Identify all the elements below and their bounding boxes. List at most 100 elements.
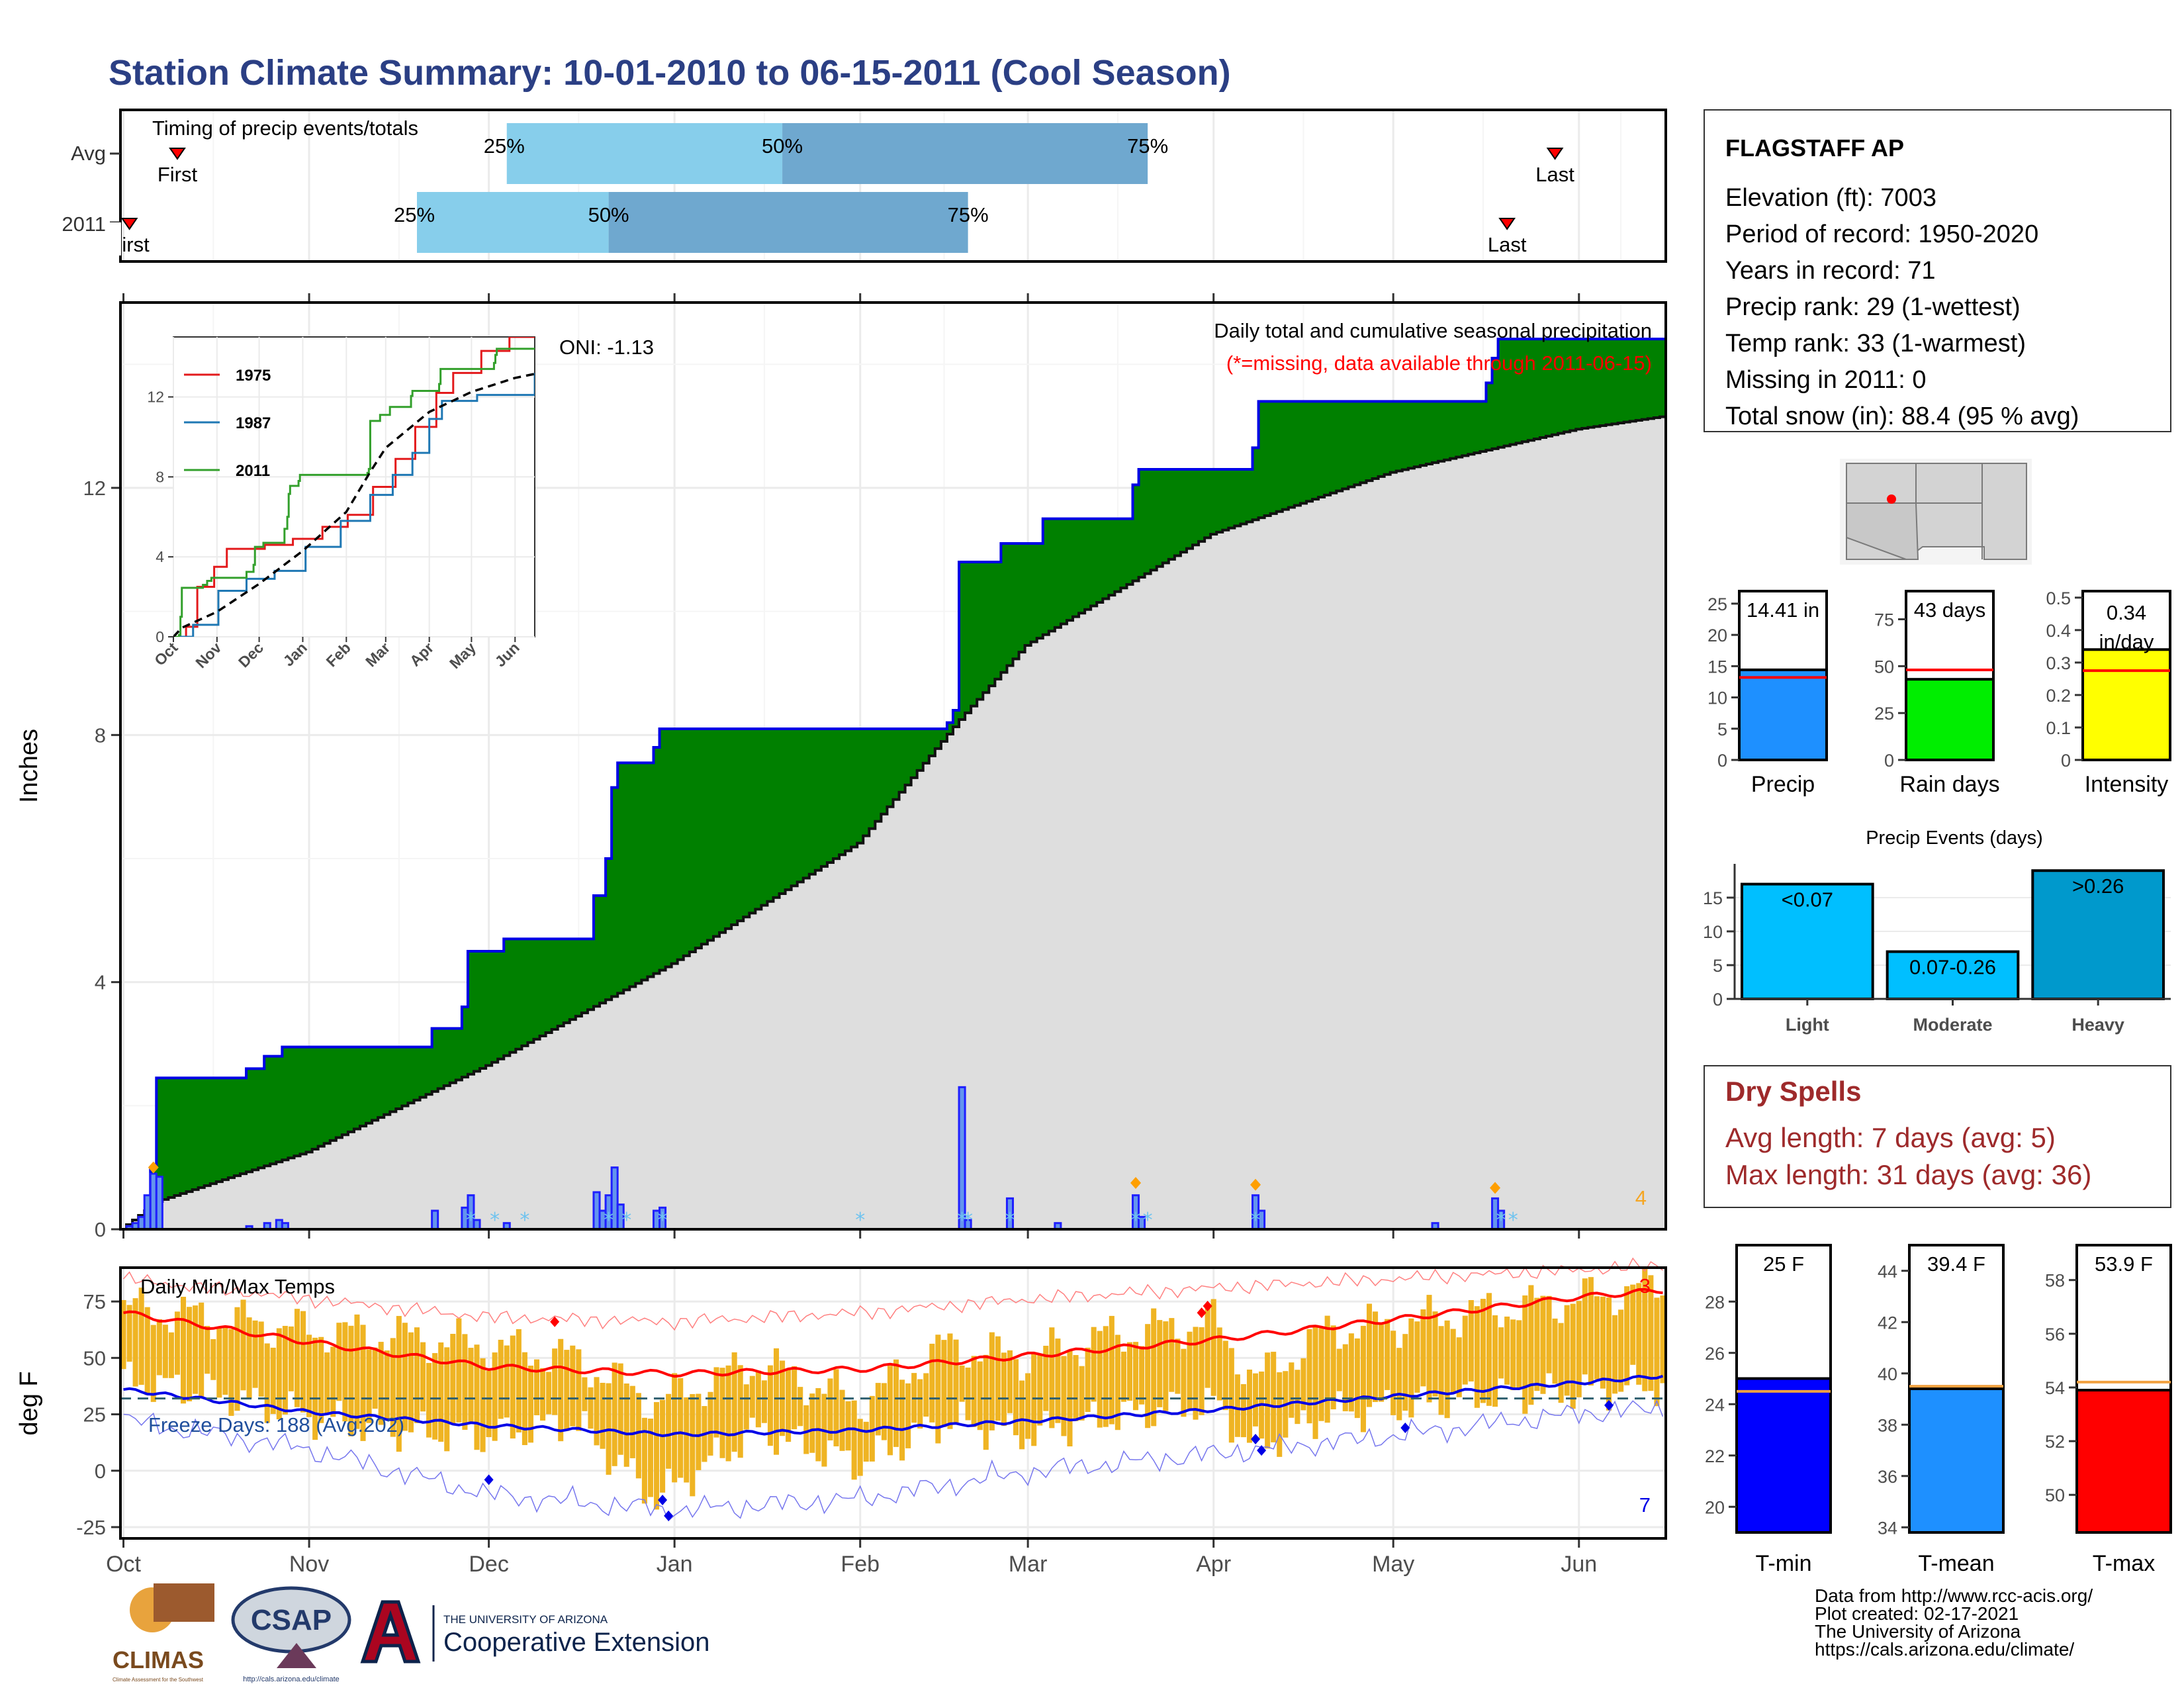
snow-marker: *: [1131, 1209, 1141, 1232]
daily-temp-range-bar: [216, 1327, 222, 1398]
timing-pct-label: 75%: [948, 203, 989, 226]
university-of-arizona-logo: THE UNIVERSITY OF ARIZONA Cooperative Ex…: [360, 1600, 709, 1664]
snow-marker: *: [490, 1209, 500, 1232]
daily-record-marker: [1250, 1178, 1261, 1191]
daily-temp-range-bar: [354, 1314, 360, 1429]
daily-temp-range-bar: [138, 1288, 144, 1385]
daily-temp-range-bar: [1019, 1380, 1025, 1450]
climas-logo-block: [154, 1583, 214, 1622]
daily-temp-range-bar: [1163, 1321, 1169, 1411]
inset-ytick-label: 12: [147, 389, 164, 406]
daily-temp-range-bar: [1043, 1346, 1049, 1411]
daily-temp-range-bar: [1126, 1342, 1133, 1401]
daily-record-marker: [148, 1161, 159, 1174]
daily-temp-range-bar: [1145, 1324, 1151, 1429]
daily-temp-range-bar: [1606, 1297, 1612, 1411]
daily-temp-range-bar: [306, 1335, 312, 1417]
average-min-line: [123, 1374, 1664, 1438]
daily-temp-range-bar: [1510, 1319, 1516, 1391]
cumulative-2011-line: [120, 338, 1666, 1231]
daily-temp-range-bar: [1091, 1327, 1097, 1402]
daily-temp-range-bar: [126, 1305, 132, 1362]
daily-temp-range-bar: [396, 1315, 402, 1452]
daily-temp-range-bar: [737, 1365, 743, 1458]
daily-temp-range-bar: [1300, 1358, 1306, 1411]
daily-temp-range-bar: [1360, 1325, 1366, 1432]
daily-temp-range-bar: [1133, 1342, 1139, 1411]
events-ytick-label: 0: [1713, 990, 1723, 1009]
panel-ytick-label: 15: [1707, 657, 1727, 677]
daily-temp-range-bar: [660, 1399, 666, 1493]
daily-temp-range-bar: [1061, 1356, 1067, 1436]
record-min-line: [123, 1399, 1664, 1522]
daily-temp-range-bar: [1462, 1315, 1468, 1385]
panel-bar-T-min: [1735, 1377, 1832, 1534]
daily-temp-range-bar: [1169, 1318, 1175, 1392]
snow-marker: *: [1251, 1209, 1261, 1232]
daily-temp-range-bar: [641, 1417, 647, 1504]
average-max-line: [123, 1288, 1663, 1378]
daily-temp-range-bar: [653, 1402, 660, 1510]
daily-temp-range-bar: [1636, 1283, 1642, 1385]
events-xtick-label: Light: [1786, 1015, 1829, 1035]
daily-temp-range-bar: [294, 1309, 300, 1407]
daily-temp-range-bar: [516, 1329, 522, 1432]
panel-ytick-label: 58: [2045, 1271, 2065, 1291]
timing-label: Timing of precip events/totals: [152, 117, 418, 140]
timing-last-marker: [1498, 218, 1516, 230]
daily-temp-range-bar: [1306, 1329, 1312, 1424]
daily-temp-range-bar: [1289, 1362, 1295, 1418]
daily-temp-range-bar: [965, 1367, 971, 1421]
daily-temp-range-bar: [486, 1370, 492, 1438]
panel-ytick-label: 40: [1878, 1364, 1897, 1384]
temp-ytick-label: -25: [76, 1516, 106, 1539]
daily-precip-bar: [958, 1086, 966, 1231]
daily-temp-range-bar: [205, 1326, 210, 1374]
daily-temp-range-bar: [1468, 1299, 1474, 1382]
daily-temp-range-bar: [995, 1336, 1001, 1421]
daily-temp-range-bar: [690, 1393, 696, 1497]
panel-value-label: 53.9 F: [2095, 1252, 2153, 1276]
daily-temp-range-bar: [839, 1389, 845, 1451]
daily-temp-range-bar: [1618, 1309, 1624, 1392]
daily-temp-range-bar: [1612, 1315, 1618, 1394]
daily-temp-range-bar: [588, 1387, 594, 1429]
temp-ytick-label: 75: [83, 1290, 106, 1313]
daily-temp-range-bar: [480, 1358, 486, 1452]
daily-temp-range-bar: [510, 1335, 516, 1439]
daily-temp-range-bar: [1115, 1335, 1120, 1430]
daily-temp-range-bar: [264, 1343, 270, 1423]
daily-temp-range-bar: [1660, 1295, 1666, 1383]
station-location-dot: [1887, 494, 1896, 504]
daily-temp-range-bar: [672, 1373, 678, 1483]
daily-temp-range-bar: [1085, 1347, 1091, 1413]
timing-last-label: Last: [1488, 233, 1527, 256]
temperature-panel: -25 0 25 50 75 Oct Nov Dec Jan Feb Mar Apr May Jun Da…: [15, 1257, 1667, 1577]
record-low-marker: [484, 1474, 494, 1485]
dry-spells-avg-length: Avg length: 7 days (avg: 5): [1725, 1122, 2056, 1153]
daily-temp-range-bar: [905, 1383, 911, 1448]
daily-temp-range-bar: [1414, 1321, 1420, 1393]
temp-ytick-label: 25: [83, 1403, 106, 1427]
events-bar-label: 0.07-0.26: [1909, 956, 1996, 979]
daily-temp-range-bar: [462, 1334, 468, 1430]
timing-row-avg-label: Avg: [71, 142, 106, 165]
panel-ytick-label: 0.4: [2046, 621, 2071, 641]
daily-temp-range-bar: [193, 1305, 199, 1394]
panel-ytick-label: 42: [1878, 1313, 1897, 1333]
freeze-days-label: Freeze Days: 188 (Avg:202): [148, 1413, 404, 1436]
climas-logo-text: CLIMAS: [113, 1646, 204, 1673]
daily-temp-range-bar: [827, 1378, 833, 1440]
inset-ytick-label: 0: [156, 628, 164, 645]
daily-temp-range-bar: [1001, 1352, 1007, 1427]
panel-ytick-label: 0.3: [2046, 653, 2071, 673]
climas-logo-subtitle: Climate Assessment for the Southwest: [113, 1677, 204, 1683]
daily-temp-range-bar: [312, 1337, 318, 1440]
daily-temp-range-bar: [786, 1368, 792, 1442]
daily-temp-range-bar: [420, 1342, 426, 1412]
map-arizona: [1846, 502, 1919, 560]
temp-ytick-label: 0: [95, 1460, 106, 1483]
daily-temp-range-bar: [504, 1345, 510, 1418]
daily-temp-range-bar: [300, 1311, 306, 1413]
